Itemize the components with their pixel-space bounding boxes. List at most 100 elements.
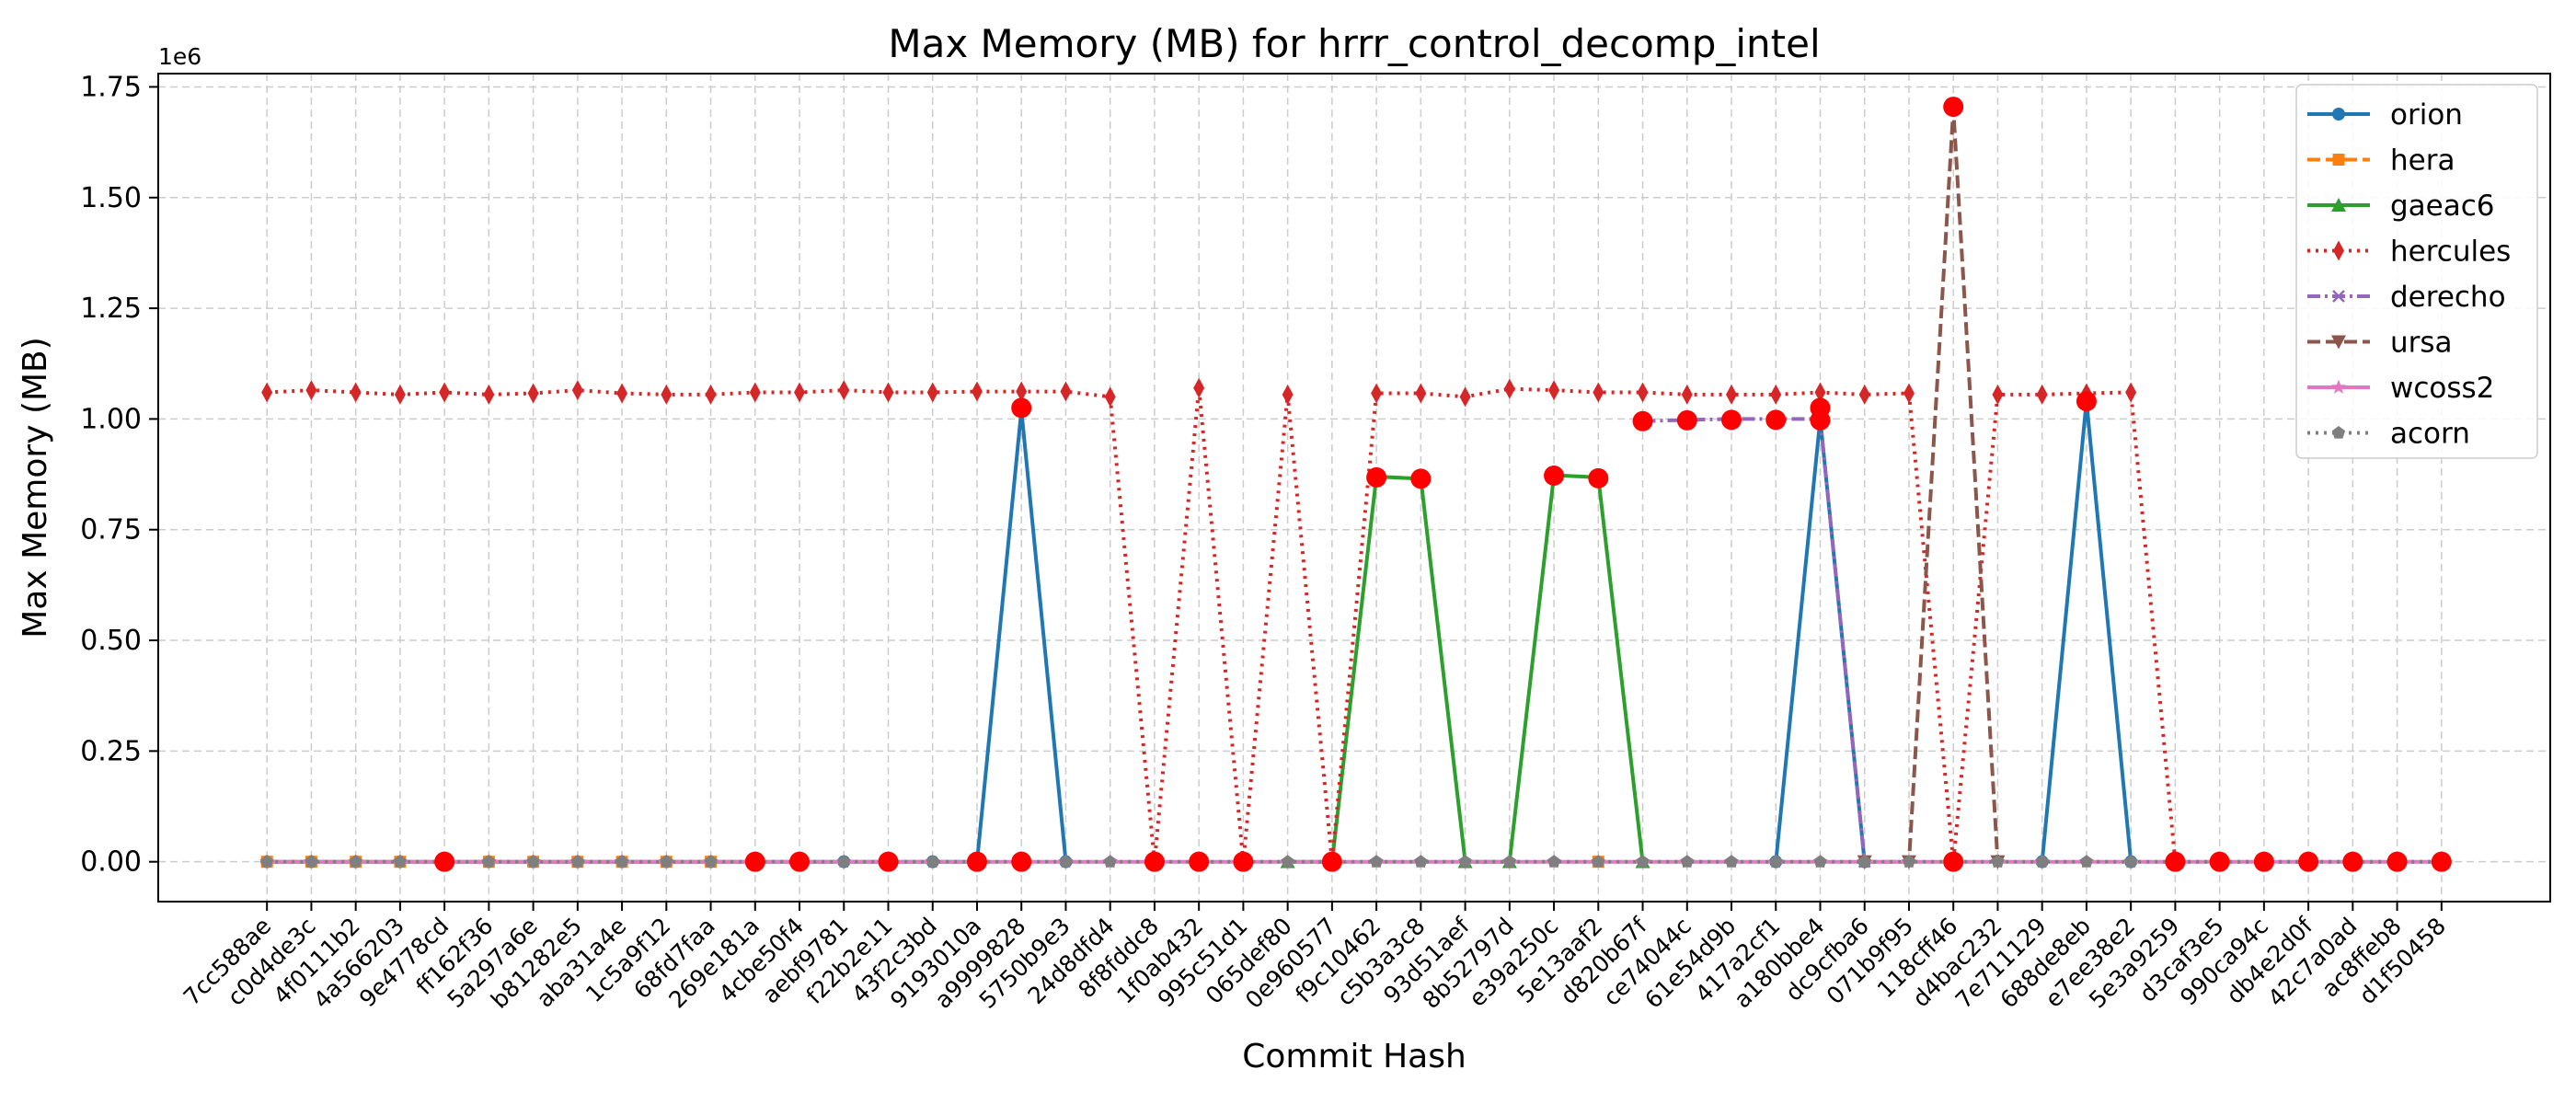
point-hercules — [1726, 384, 1738, 405]
highlight-point — [878, 851, 899, 872]
legend-marker — [2332, 108, 2345, 121]
point-acorn — [1370, 855, 1384, 868]
point-hercules — [261, 382, 273, 403]
y-axis-label: Max Memory (MB) — [17, 337, 54, 638]
point-acorn — [570, 855, 584, 868]
point-hercules — [2036, 384, 2048, 405]
legend-marker — [2331, 426, 2346, 439]
point-acorn — [526, 855, 540, 868]
point-acorn — [1414, 855, 1428, 868]
legend-marker — [2332, 290, 2345, 303]
highlight-point — [1410, 468, 1432, 489]
point-hercules — [616, 383, 628, 404]
point-hercules — [1415, 383, 1427, 404]
point-hercules — [1104, 386, 1116, 408]
highlight-point — [2298, 851, 2319, 872]
highlight-point — [1943, 97, 1964, 118]
point-hercules — [350, 382, 362, 403]
point-hercules — [1016, 381, 1028, 402]
highlight-point — [1943, 851, 1964, 872]
point-hercules — [1903, 383, 1915, 404]
point-acorn — [1502, 855, 1516, 868]
highlight-point — [1233, 851, 1254, 872]
point-hercules — [749, 382, 761, 403]
highlight-point — [1632, 410, 1653, 431]
y-tick-label: 0.50 — [80, 625, 142, 657]
highlight-point — [2209, 851, 2230, 872]
highlight-point — [789, 851, 811, 872]
point-hercules — [1459, 386, 1471, 408]
grid — [158, 74, 2550, 902]
point-hercules — [661, 384, 673, 405]
series-line-hercules — [267, 385, 2442, 864]
point-hercules — [527, 383, 539, 404]
y-axis-offset: 1e6 — [158, 43, 201, 70]
legend-marker — [2330, 379, 2347, 394]
point-acorn — [1458, 855, 1472, 868]
point-hercules — [838, 380, 850, 401]
point-acorn — [1680, 855, 1694, 868]
highlight-point — [1544, 466, 1565, 487]
point-acorn — [615, 855, 629, 868]
y-tick-label: 0.25 — [80, 735, 142, 767]
legend-label: wcoss2 — [2390, 372, 2494, 405]
point-hercules — [1503, 378, 1515, 399]
highlight-point — [2253, 851, 2274, 872]
legend-item-orion: orion — [2307, 98, 2463, 132]
point-hercules — [1371, 383, 1383, 404]
point-hercules — [1814, 382, 1826, 403]
highlight-point — [1011, 851, 1032, 872]
point-acorn — [1857, 855, 1871, 868]
point-acorn — [393, 855, 407, 868]
point-hercules — [2125, 382, 2137, 403]
legend-marker — [2331, 335, 2346, 350]
point-hercules — [305, 380, 317, 401]
highlight-layer — [434, 97, 2452, 872]
legend-box — [2295, 84, 2538, 459]
point-acorn — [260, 855, 274, 868]
point-acorn — [1813, 855, 1827, 868]
highlight-point — [1189, 851, 1210, 872]
legend-label: derecho — [2390, 281, 2506, 314]
point-hercules — [483, 384, 495, 405]
highlight-point — [1366, 466, 1387, 488]
legend-label: hera — [2390, 144, 2455, 178]
point-hercules — [1060, 381, 1072, 402]
plot-frame — [157, 73, 2551, 903]
point-acorn — [1991, 855, 2005, 868]
legend-marker — [2332, 154, 2345, 166]
point-hercules — [1681, 384, 1693, 405]
y-tick-label: 1.25 — [80, 293, 142, 325]
point-hercules — [394, 384, 406, 405]
y-tick-label: 0.00 — [80, 846, 142, 879]
point-acorn — [1636, 855, 1650, 868]
point-acorn — [1769, 855, 1783, 868]
highlight-point — [2165, 851, 2186, 872]
legend-item-hercules: hercules — [2307, 236, 2511, 269]
point-acorn — [660, 855, 673, 868]
point-acorn — [837, 855, 851, 868]
point-acorn — [704, 855, 718, 868]
highlight-point — [1011, 397, 1032, 419]
point-hercules — [1548, 380, 1560, 401]
point-acorn — [305, 855, 318, 868]
point-hercules — [1282, 384, 1294, 405]
point-hercules — [1193, 377, 1205, 398]
y-tick-label: 1.00 — [80, 403, 142, 435]
legend-item-derecho: derecho — [2307, 281, 2506, 314]
legend-item-gaeac6: gaeac6 — [2307, 190, 2495, 223]
point-hercules — [1593, 382, 1604, 403]
point-hercules — [1637, 382, 1649, 403]
point-acorn — [2079, 855, 2094, 868]
point-acorn — [926, 855, 939, 868]
y-tick-label: 1.75 — [80, 71, 142, 103]
highlight-point — [2342, 851, 2363, 872]
legend-item-ursa: ursa — [2307, 327, 2453, 360]
legend-label: gaeac6 — [2390, 190, 2495, 223]
highlight-point — [2386, 851, 2408, 872]
point-acorn — [1547, 855, 1561, 868]
point-hercules — [971, 381, 983, 402]
point-hercules — [1770, 384, 1782, 405]
legend-label: ursa — [2390, 327, 2453, 360]
